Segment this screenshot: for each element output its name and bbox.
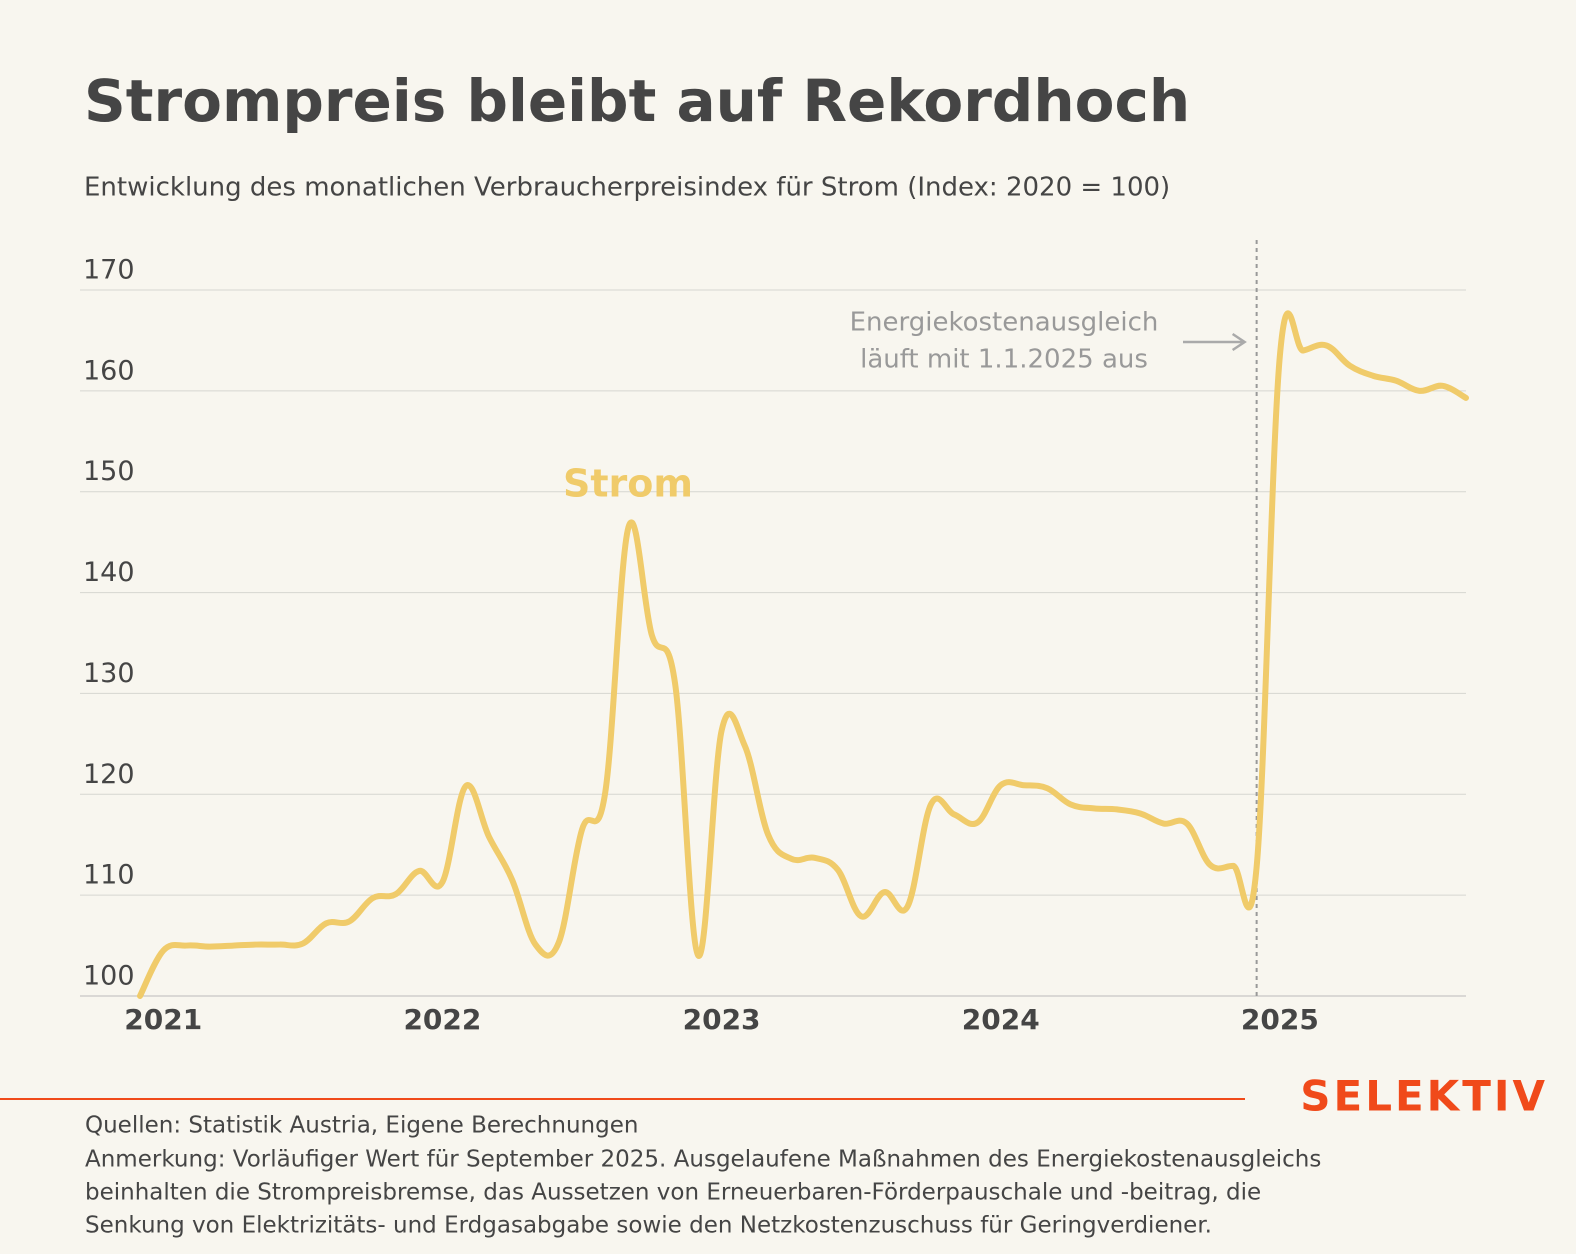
note: Senkung von Elektrizitäts- und Erdgasabg… bbox=[85, 1213, 1212, 1239]
annotation: Energiekostenausgleich bbox=[850, 308, 1159, 338]
x-tick-label: 2025 bbox=[1241, 1003, 1319, 1036]
x-tick-label: 2021 bbox=[124, 1003, 202, 1036]
y-tick-label: 140 bbox=[83, 557, 135, 588]
brand: SELEKTIV bbox=[1300, 1072, 1548, 1121]
annotation: läuft mit 1.1.2025 aus bbox=[860, 345, 1148, 375]
y-tick-label: 130 bbox=[83, 658, 135, 689]
line bbox=[137, 310, 1469, 999]
y-tick-label: 120 bbox=[83, 759, 135, 790]
x-tick-label: 2023 bbox=[683, 1003, 761, 1036]
y-tick-label: 160 bbox=[83, 355, 135, 386]
sources: Quellen: Statistik Austria, Eigene Berec… bbox=[85, 1113, 638, 1139]
y-tick-label: 100 bbox=[83, 961, 135, 992]
series-label: Strom bbox=[563, 462, 693, 506]
chart-subtitle: Entwicklung des monatlichen Verbraucherp… bbox=[84, 173, 1170, 203]
note: beinhalten die Strompreisbremse, das Aus… bbox=[85, 1180, 1261, 1206]
note: Anmerkung: Vorläufiger Wert für Septembe… bbox=[85, 1147, 1321, 1173]
x-tick-label: 2024 bbox=[962, 1003, 1040, 1036]
y-tick-label: 170 bbox=[83, 255, 135, 286]
chart-title: Strompreis bleibt auf Rekordhoch bbox=[84, 67, 1190, 135]
x-tick-label: 2022 bbox=[403, 1003, 481, 1036]
annotation-arrow bbox=[1183, 332, 1247, 352]
y-tick-label: 110 bbox=[83, 860, 135, 891]
y-tick-label: 150 bbox=[83, 456, 135, 487]
